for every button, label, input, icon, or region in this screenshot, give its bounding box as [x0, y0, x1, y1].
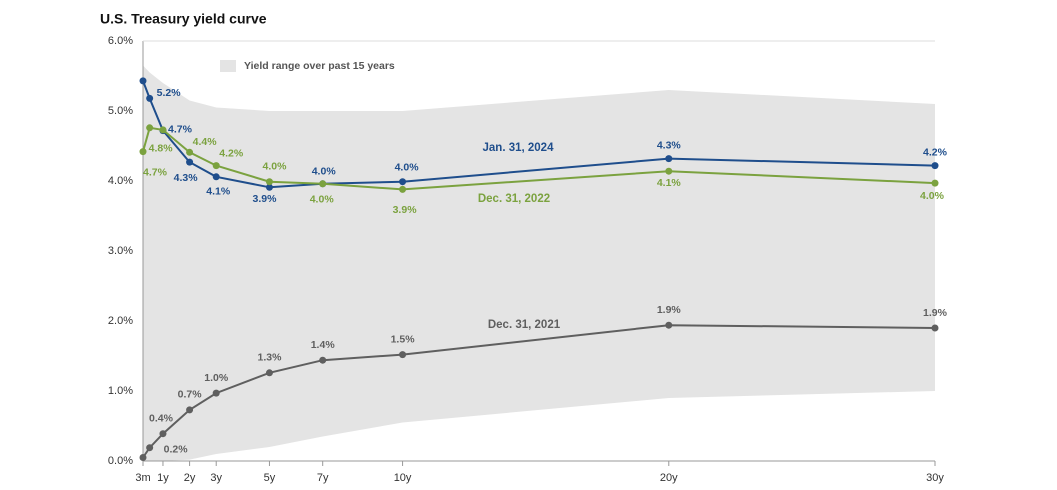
data-label: 1.3% — [257, 352, 282, 364]
data-label: 4.7% — [143, 167, 168, 179]
x-tick-label: 30y — [926, 472, 944, 484]
data-label: 4.0% — [312, 166, 337, 178]
data-label: 0.2% — [164, 443, 189, 455]
data-point — [265, 183, 273, 191]
data-label: 4.0% — [395, 161, 420, 173]
legend-label: Yield range over past 15 years — [244, 60, 395, 72]
x-tick-label: 20y — [660, 472, 678, 484]
data-point — [931, 179, 939, 187]
x-tick-label: 5y — [264, 472, 276, 484]
y-tick-label: 5.0% — [108, 105, 133, 117]
data-label: 4.0% — [310, 194, 335, 206]
data-point — [665, 167, 673, 175]
data-label: 4.0% — [262, 160, 287, 172]
x-tick-label: 1y — [157, 472, 169, 484]
y-tick-label: 0.0% — [108, 455, 133, 467]
data-label: 4.4% — [193, 136, 218, 148]
data-label: 3.9% — [393, 204, 418, 216]
data-point — [186, 148, 194, 156]
series-line — [142, 324, 936, 459]
data-point — [146, 124, 154, 132]
data-point — [212, 162, 220, 170]
series-line — [142, 80, 936, 189]
data-point — [139, 148, 147, 156]
data-point — [665, 155, 673, 163]
y-tick-label: 4.0% — [108, 175, 133, 187]
data-label: 4.3% — [174, 172, 199, 184]
data-point — [931, 324, 939, 332]
y-tick-label: 1.0% — [108, 385, 133, 397]
data-label: 4.3% — [657, 139, 682, 151]
data-label: 4.1% — [206, 186, 231, 198]
data-label: 4.2% — [219, 147, 244, 159]
data-point — [186, 158, 194, 166]
data-label: 3.9% — [252, 193, 277, 205]
data-label: 1.9% — [657, 304, 682, 316]
series-label: Dec. 31, 2021 — [488, 319, 561, 331]
data-point — [931, 162, 939, 170]
data-label: 4.7% — [168, 123, 193, 135]
x-tick-label: 3y — [210, 472, 222, 484]
data-label: 4.1% — [657, 177, 682, 189]
data-point — [159, 126, 167, 134]
y-tick-label: 3.0% — [108, 245, 133, 257]
data-label: 4.0% — [920, 190, 945, 202]
data-point — [265, 178, 273, 186]
data-point — [139, 454, 147, 461]
data-label: 1.4% — [311, 339, 336, 351]
data-label: 1.0% — [204, 372, 229, 384]
data-label: 4.2% — [923, 146, 948, 158]
data-point — [146, 94, 154, 102]
data-label: 1.9% — [923, 307, 948, 319]
data-point — [212, 389, 220, 397]
data-label: 1.5% — [391, 333, 416, 345]
y-tick-label: 2.0% — [108, 315, 133, 327]
data-point — [265, 369, 273, 377]
data-label: 0.4% — [149, 412, 174, 424]
data-label: 0.7% — [178, 389, 203, 401]
data-point — [319, 356, 327, 364]
data-point — [399, 178, 407, 186]
x-tick-label: 2y — [184, 472, 196, 484]
y-tick-label: 6.0% — [108, 35, 133, 47]
data-point — [139, 77, 147, 85]
range-band — [143, 65, 935, 461]
series-label: Dec. 31, 2022 — [478, 193, 550, 205]
data-point — [212, 173, 220, 181]
data-point — [399, 351, 407, 359]
x-tick-label: 10y — [394, 472, 412, 484]
data-point — [665, 321, 673, 329]
data-label: 5.2% — [157, 87, 182, 99]
chart-title: U.S. Treasury yield curve — [100, 11, 267, 27]
x-tick-label: 7y — [317, 472, 329, 484]
data-point — [146, 444, 154, 452]
data-point — [159, 430, 167, 438]
series-line — [142, 126, 936, 191]
data-point — [186, 406, 194, 414]
data-point — [319, 180, 327, 188]
series-label: Jan. 31, 2024 — [483, 142, 555, 154]
legend-swatch — [220, 60, 236, 72]
x-tick-label: 3m — [135, 472, 150, 484]
data-point — [399, 185, 407, 193]
data-label: 4.8% — [149, 143, 174, 155]
